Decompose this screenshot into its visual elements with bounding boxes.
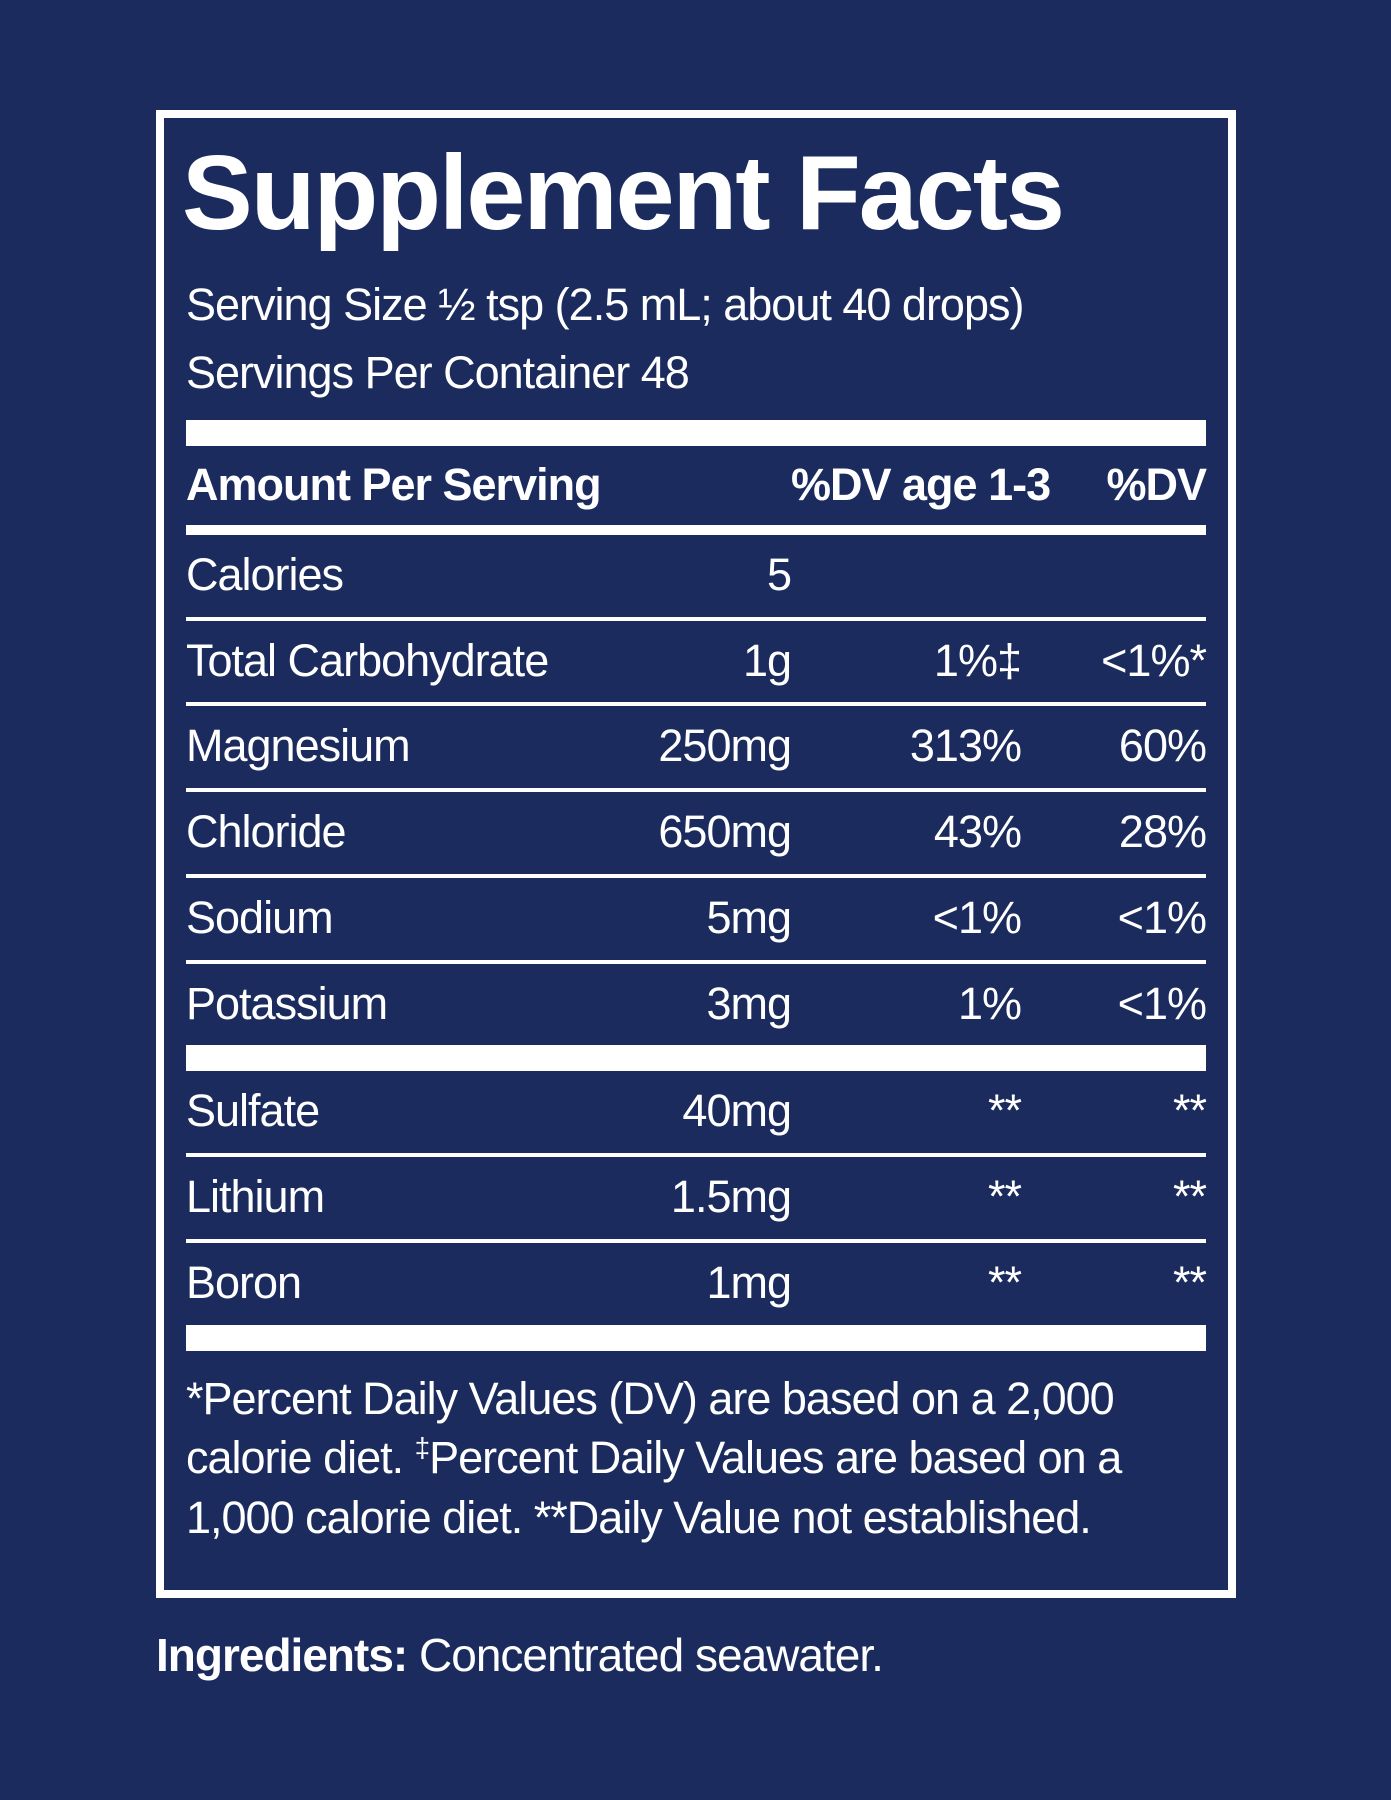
table-row-calories: Calories 5 <box>186 535 1206 617</box>
header-amount-per-serving: Amount Per Serving <box>186 459 602 511</box>
servings-per-container: Servings Per Container 48 <box>186 346 690 398</box>
nutrient-dv: <1% <box>1117 977 1207 1029</box>
nutrient-amount: 3mg <box>706 977 792 1029</box>
divider-thick-bottom <box>186 1324 1206 1351</box>
nutrient-dv: ** <box>1172 1171 1207 1223</box>
divider-medium-under-header <box>186 524 1206 535</box>
nutrient-dv: ** <box>1172 1256 1207 1308</box>
nutrient-group-trace: Sulfate 40mg ** ** Lithium 1.5mg ** ** B… <box>186 1071 1207 1325</box>
nutrient-dv-age-1-3: 1% <box>957 977 1022 1029</box>
nutrient-dv: ** <box>1172 1085 1207 1137</box>
nutrient-amount: 250mg <box>658 720 792 772</box>
nutrient-dv: 28% <box>1118 806 1207 858</box>
divider-thick-middle <box>186 1045 1206 1072</box>
table-row-potassium: Potassium 3mg 1% <1% <box>186 959 1207 1046</box>
divider-thick-top <box>186 420 1206 447</box>
supplement-facts-panel: Supplement Facts Serving Size ½ tsp (2.5… <box>156 110 1236 1598</box>
nutrient-dv-age-1-3: ** <box>987 1085 1022 1137</box>
nutrient-dv-age-1-3: ** <box>987 1256 1022 1308</box>
table-row-chloride: Chloride 650mg 43% 28% <box>186 788 1207 874</box>
nutrient-name: Magnesium <box>186 720 411 772</box>
nutrient-dv: <1%* <box>1101 634 1207 686</box>
ingredients-line: Ingredients: Concentrated seawater. <box>156 1628 884 1682</box>
nutrient-amount: 650mg <box>658 806 792 858</box>
nutrient-name: Potassium <box>186 977 388 1029</box>
footnote-part1: *Percent Daily Values (DV) are based on … <box>186 1372 1115 1484</box>
nutrient-amount: 5 <box>766 548 792 600</box>
footnote-part2: Percent Daily Values are based on a 1,00… <box>186 1432 1122 1544</box>
nutrient-name: Total Carbohydrate <box>186 634 549 686</box>
nutrient-amount: 5mg <box>706 891 792 943</box>
nutrient-amount: 40mg <box>682 1085 792 1137</box>
table-header-row: Amount Per Serving %DV age 1-3 %DV <box>186 446 1207 525</box>
nutrient-dv: 60% <box>1118 720 1207 772</box>
nutrient-name: Calories <box>186 548 344 600</box>
table-row-sulfate: Sulfate 40mg ** ** <box>186 1071 1207 1153</box>
nutrient-name: Sulfate <box>186 1085 320 1137</box>
nutrient-dv: <1% <box>1117 891 1207 943</box>
table-row-boron: Boron 1mg ** ** <box>186 1238 1207 1325</box>
nutrient-dv-age-1-3: 313% <box>909 720 1022 772</box>
nutrient-amount: 1mg <box>706 1256 792 1308</box>
nutrient-name: Sodium <box>186 891 334 943</box>
ingredients-label: Ingredients: <box>156 1629 408 1681</box>
double-dagger-symbol: ‡ <box>414 1432 430 1464</box>
ingredients-text: Concentrated seawater. <box>419 1629 884 1681</box>
nutrient-name: Lithium <box>186 1171 325 1223</box>
nutrient-name: Chloride <box>186 806 347 858</box>
table-row-lithium: Lithium 1.5mg ** ** <box>186 1153 1207 1239</box>
nutrient-amount: 1.5mg <box>670 1171 792 1223</box>
serving-size: Serving Size ½ tsp (2.5 mL; about 40 dro… <box>186 279 1024 331</box>
nutrient-name: Boron <box>186 1256 302 1308</box>
header-dv-age-1-3: %DV age 1-3 <box>791 459 1051 511</box>
footnote: *Percent Daily Values (DV) are based on … <box>186 1369 1206 1549</box>
table-row-total-carbohydrate: Total Carbohydrate 1g 1%‡ <1%* <box>186 616 1207 703</box>
panel-title: Supplement Facts <box>182 134 1065 252</box>
nutrient-group-main: Calories 5 Total Carbohydrate 1g 1%‡ <1%… <box>186 535 1207 1046</box>
nutrient-dv-age-1-3: ** <box>987 1171 1022 1223</box>
nutrient-dv-age-1-3: 1%‡ <box>933 634 1022 686</box>
nutrient-dv-age-1-3: <1% <box>932 891 1022 943</box>
header-dv: %DV <box>1106 459 1207 511</box>
table-row-magnesium: Magnesium 250mg 313% 60% <box>186 702 1207 788</box>
nutrient-dv-age-1-3: 43% <box>933 806 1022 858</box>
table-row-sodium: Sodium 5mg <1% <1% <box>186 873 1207 960</box>
nutrient-amount: 1g <box>742 634 792 686</box>
